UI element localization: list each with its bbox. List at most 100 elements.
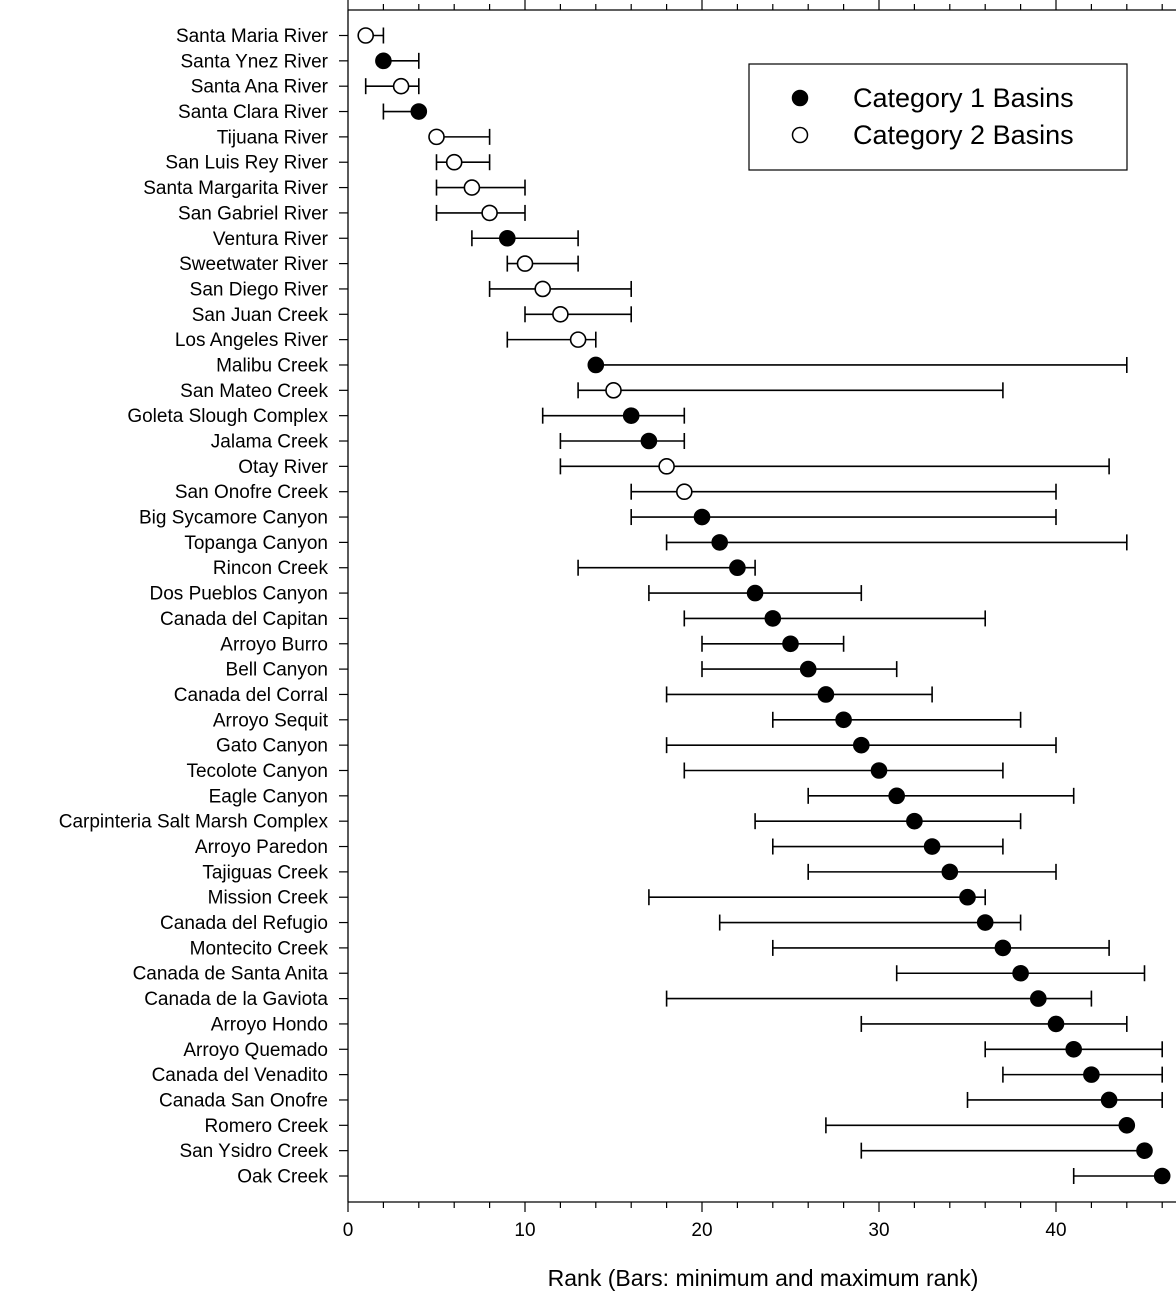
category-label: Oak Creek [237,1167,328,1188]
point-category-1 [976,914,994,931]
point-category-2 [428,128,445,146]
x-axis-ticks: 0 10 20 30 40 [343,0,1163,1241]
point-category-1 [1136,1142,1153,1159]
data-points [357,27,1171,1185]
point-category-2 [569,331,587,348]
category-labels: Santa Maria River Santa Ynez River Santa A… [59,26,329,1188]
plot-frame [347,9,1176,1203]
category-label: Canada del Capitan [160,609,328,630]
category-label: San Diego River [190,279,329,300]
category-label: Arroyo Hondo [211,1014,328,1035]
point-category-1 [782,635,799,653]
category-label: Santa Ana River [191,77,329,98]
point-category-1 [746,584,764,602]
point-category-1 [640,432,658,450]
category-label: San Gabriel River [178,203,329,224]
point-category-1 [1153,1167,1171,1185]
point-category-1 [587,356,605,374]
category-label: San Juan Creek [192,305,329,326]
point-category-1 [410,103,428,120]
point-category-2 [658,458,675,475]
x-tick-label: 40 [1045,1220,1066,1241]
category-label: Canada del Venadito [152,1065,328,1086]
category-label: Gato Canyon [216,736,328,757]
point-category-2 [357,27,375,44]
category-label: Jalama Creek [211,432,329,453]
category-label: Dos Pueblos Canyon [150,584,329,605]
legend-label-category-1: Category 1 Basins [853,83,1074,113]
error-bars [364,27,1163,1184]
point-category-1 [1100,1091,1118,1109]
x-tick-label: 10 [514,1220,535,1241]
category-label: Big Sycamore Canyon [139,508,328,529]
legend-box [748,63,1128,171]
category-label: Arroyo Burro [220,634,328,655]
category-label: Santa Maria River [176,26,329,47]
category-label: Canada San Onofre [159,1090,328,1111]
legend: Category 1 Basins Category 2 Basins [748,63,1128,171]
point-category-1 [835,711,852,729]
category-label: Canada del Refugio [160,913,328,934]
category-label: Tijuana River [217,127,329,148]
category-label: Montecito Creek [190,938,329,959]
category-label: Mission Creek [208,888,329,909]
category-label: Arroyo Sequit [213,710,329,731]
point-category-1 [888,787,906,805]
point-category-1 [1065,1040,1082,1058]
category-label: Canada del Corral [174,685,328,706]
category-label: Tecolote Canyon [186,761,328,782]
y-axis-ticks [339,34,348,1177]
category-label: Santa Ynez River [180,51,328,72]
point-category-1 [498,229,516,247]
category-label: San Luis Rey River [165,153,328,174]
category-label: Otay River [238,457,328,478]
point-category-1 [923,838,941,855]
category-label: San Mateo Creek [180,381,328,402]
category-label: Santa Margarita River [143,178,328,199]
category-label: Canada de Santa Anita [133,964,329,985]
point-category-1 [799,660,817,678]
point-category-1 [1083,1066,1100,1083]
x-tick-label: 30 [868,1220,889,1241]
category-label: Santa Clara River [178,102,329,123]
point-category-2 [534,280,552,298]
category-label: Malibu Creek [216,355,328,376]
point-category-1 [764,610,782,627]
legend-marker-category-2 [791,126,809,144]
category-label: Carpinteria Salt Marsh Complex [59,812,329,833]
category-label: Tajiguas Creek [202,862,328,883]
category-label: Rincon Creek [213,558,329,579]
category-label: Romero Creek [204,1116,328,1137]
x-axis-title: Rank (Bars: minimum and maximum rank) [548,1265,979,1291]
category-label: Canada de la Gaviota [144,989,328,1010]
category-label: Arroyo Quemado [183,1040,328,1061]
point-category-2 [463,179,481,196]
point-category-1 [375,52,392,70]
point-category-1 [1012,964,1029,982]
point-category-1 [959,888,976,906]
point-category-2 [392,77,410,95]
point-category-2 [552,305,569,323]
category-label: Los Angeles River [175,330,329,351]
category-label: Goleta Slough Complex [127,406,328,427]
point-category-1 [994,939,1012,957]
category-label: Eagle Canyon [209,786,328,807]
point-category-1 [852,736,870,754]
point-category-1 [1047,1015,1065,1033]
point-category-1 [729,559,746,577]
point-category-1 [906,812,923,830]
point-category-2 [675,483,693,501]
point-category-1 [870,762,888,779]
point-category-2 [481,204,498,222]
point-category-1 [1030,990,1047,1007]
legend-label-category-2: Category 2 Basins [853,120,1074,150]
category-label: San Onofre Creek [175,482,329,503]
point-category-1 [711,534,729,551]
point-category-2 [605,382,622,399]
category-label: Sweetwater River [179,254,329,275]
point-category-1 [693,508,711,526]
x-tick-label: 20 [691,1220,712,1241]
category-label: Topanga Canyon [184,533,328,554]
category-label: Arroyo Paredon [195,837,328,858]
point-category-1 [1118,1117,1136,1134]
